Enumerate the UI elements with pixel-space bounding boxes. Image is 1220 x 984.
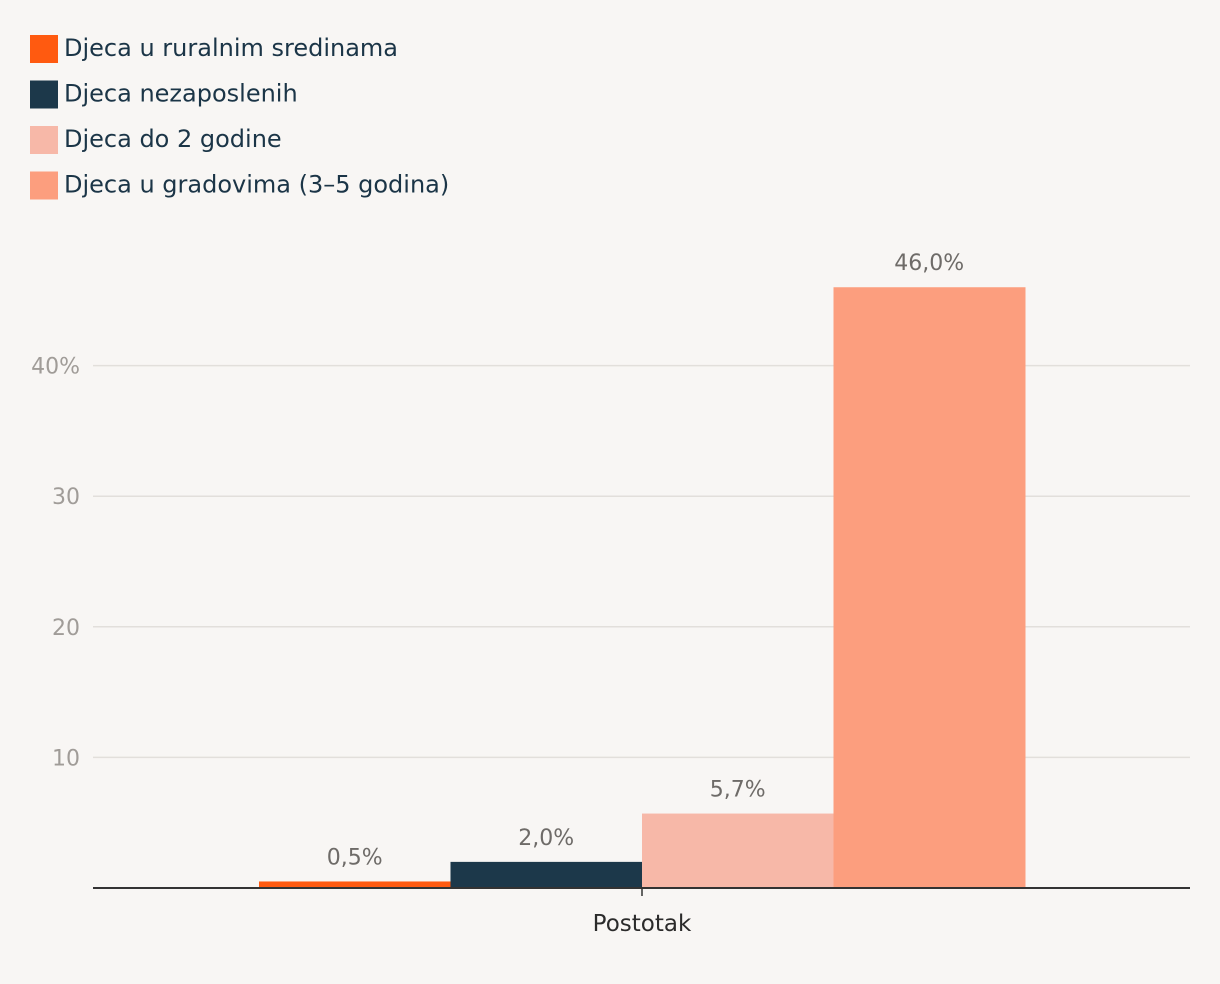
x-category-label: Postotak (593, 911, 692, 937)
bar-value-label: 46,0% (894, 251, 964, 276)
bar (642, 813, 834, 888)
legend: Djeca u ruralnim sredinama Djeca nezaposl… (30, 34, 449, 200)
legend-swatch (30, 35, 58, 63)
legend-label: Djeca do 2 godine (64, 125, 282, 153)
legend-item: Djeca nezaposlenih (30, 80, 298, 109)
y-tick-label: 20 (52, 616, 80, 641)
legend-swatch (30, 80, 58, 109)
legend-swatch (30, 171, 58, 200)
y-tick-label: 40% (31, 355, 80, 380)
legend-label: Djeca nezaposlenih (64, 80, 298, 108)
bar-value-label: 5,7% (710, 778, 766, 803)
x-axis: Postotak (93, 887, 1190, 937)
bars: 0,5% 2,0% 5,7% 46,0% (259, 251, 1026, 888)
y-axis: 10 20 30 40% (31, 355, 80, 772)
legend-label: Djeca u ruralnim sredinama (64, 34, 398, 62)
bar-value-label: 2,0% (518, 826, 574, 851)
bar (259, 881, 451, 888)
legend-item: Djeca u gradovima (3–5 godina) (30, 171, 449, 200)
y-tick-label: 30 (52, 485, 80, 510)
legend-swatch (30, 126, 58, 154)
legend-label: Djeca u gradovima (3–5 godina) (64, 171, 449, 199)
bar-value-label: 0,5% (327, 845, 383, 870)
bar (450, 861, 643, 888)
legend-item: Djeca do 2 godine (30, 125, 282, 154)
legend-item: Djeca u ruralnim sredinama (30, 34, 398, 63)
y-tick-label: 10 (52, 746, 80, 771)
bar (833, 287, 1026, 888)
